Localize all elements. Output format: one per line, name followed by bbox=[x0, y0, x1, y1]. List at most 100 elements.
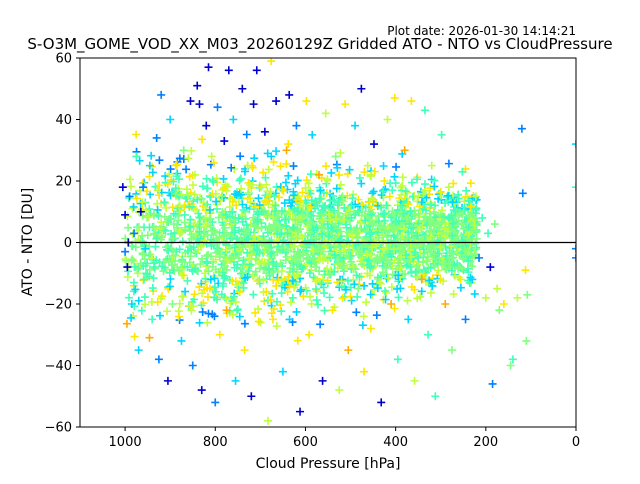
cloud-marker bbox=[436, 275, 445, 284]
cloud-marker bbox=[174, 216, 183, 225]
cloud-marker bbox=[419, 271, 428, 280]
cloud-marker bbox=[333, 163, 342, 172]
cloud-marker bbox=[384, 273, 393, 282]
data-point bbox=[218, 192, 227, 201]
cloud-marker bbox=[388, 270, 397, 279]
cloud-marker bbox=[396, 264, 405, 273]
cloud-marker bbox=[131, 285, 140, 294]
cloud-marker bbox=[366, 230, 375, 239]
data-point bbox=[243, 161, 252, 170]
data-point bbox=[183, 263, 192, 272]
cloud-marker bbox=[190, 190, 199, 199]
cloud-marker bbox=[465, 211, 474, 220]
cloud-marker bbox=[420, 186, 429, 195]
data-point bbox=[458, 167, 467, 176]
cloud-marker bbox=[382, 255, 391, 264]
cloud-marker bbox=[401, 203, 410, 212]
data-point bbox=[292, 121, 301, 130]
cloud-marker bbox=[352, 308, 361, 317]
cloud-marker bbox=[244, 266, 253, 275]
cloud-marker bbox=[234, 253, 243, 262]
cloud-marker bbox=[294, 192, 303, 201]
cloud-marker bbox=[348, 194, 357, 203]
cloud-marker bbox=[248, 180, 257, 189]
cloud-marker bbox=[293, 176, 302, 185]
cloud-marker bbox=[330, 267, 339, 276]
cloud-marker bbox=[333, 260, 342, 269]
cloud-marker bbox=[377, 191, 386, 200]
data-point bbox=[499, 300, 508, 308]
cloud-marker bbox=[422, 231, 431, 240]
cloud-marker bbox=[128, 230, 137, 239]
data-point bbox=[351, 121, 360, 130]
cloud-marker bbox=[167, 230, 176, 239]
cloud-marker bbox=[293, 258, 302, 267]
cloud-marker bbox=[459, 219, 468, 228]
cloud-marker bbox=[379, 161, 388, 170]
cloud-marker bbox=[250, 232, 259, 241]
cloud-marker bbox=[146, 250, 155, 259]
data-point bbox=[475, 253, 484, 262]
cloud-marker bbox=[268, 258, 277, 267]
cloud-marker bbox=[199, 299, 208, 308]
cloud-marker bbox=[261, 197, 270, 206]
cloud-marker bbox=[326, 216, 335, 225]
cloud-marker bbox=[293, 336, 302, 345]
data-point bbox=[341, 100, 350, 109]
cloud-marker bbox=[373, 228, 382, 237]
data-point bbox=[471, 192, 480, 201]
cloud-marker bbox=[181, 225, 190, 234]
cloud-marker bbox=[228, 310, 237, 319]
cloud-marker bbox=[347, 296, 356, 305]
cloud-marker bbox=[265, 265, 274, 274]
cloud-marker bbox=[351, 265, 360, 274]
cloud-marker bbox=[239, 278, 248, 287]
data-point bbox=[311, 263, 320, 272]
cloud-marker bbox=[354, 250, 363, 259]
cloud-marker bbox=[182, 185, 191, 194]
cloud-marker bbox=[122, 319, 131, 328]
cloud-marker bbox=[211, 255, 220, 264]
cloud-marker bbox=[332, 215, 341, 224]
cloud-marker bbox=[238, 217, 247, 226]
cloud-marker bbox=[184, 154, 193, 163]
cloud-marker bbox=[466, 202, 475, 211]
data-point bbox=[407, 97, 416, 106]
cloud-marker bbox=[327, 168, 336, 177]
data-point bbox=[308, 130, 317, 139]
cloud-marker bbox=[250, 154, 259, 163]
data-point bbox=[357, 84, 366, 93]
cloud-marker bbox=[138, 198, 147, 207]
data-point bbox=[305, 330, 314, 339]
cloud-marker bbox=[318, 223, 327, 232]
cloud-marker bbox=[420, 267, 429, 276]
cloud-marker bbox=[130, 332, 139, 341]
data-point bbox=[193, 81, 202, 90]
cloud-marker bbox=[357, 179, 366, 188]
cloud-marker bbox=[323, 276, 332, 285]
cloud-marker bbox=[394, 293, 403, 302]
cloud-marker bbox=[437, 206, 446, 215]
cloud-marker bbox=[330, 251, 339, 260]
cloud-marker bbox=[175, 299, 184, 308]
cloud-marker bbox=[160, 212, 169, 221]
cloud-marker bbox=[256, 318, 265, 327]
cloud-marker bbox=[173, 263, 182, 272]
cloud-marker bbox=[253, 217, 262, 226]
data-point bbox=[175, 201, 184, 210]
cloud-marker bbox=[343, 169, 352, 178]
cloud-marker bbox=[238, 243, 247, 252]
cloud-marker bbox=[140, 293, 149, 302]
cloud-marker bbox=[128, 204, 137, 213]
data-point bbox=[296, 407, 305, 416]
data-point bbox=[420, 106, 429, 115]
cloud-marker bbox=[132, 194, 141, 203]
cloud-marker bbox=[202, 174, 211, 183]
cloud-marker bbox=[273, 229, 282, 238]
cloud-marker bbox=[430, 182, 439, 191]
cloud-marker bbox=[198, 307, 207, 316]
cloud-marker bbox=[244, 234, 253, 243]
cloud-marker bbox=[374, 233, 383, 242]
cloud-marker bbox=[398, 201, 407, 210]
